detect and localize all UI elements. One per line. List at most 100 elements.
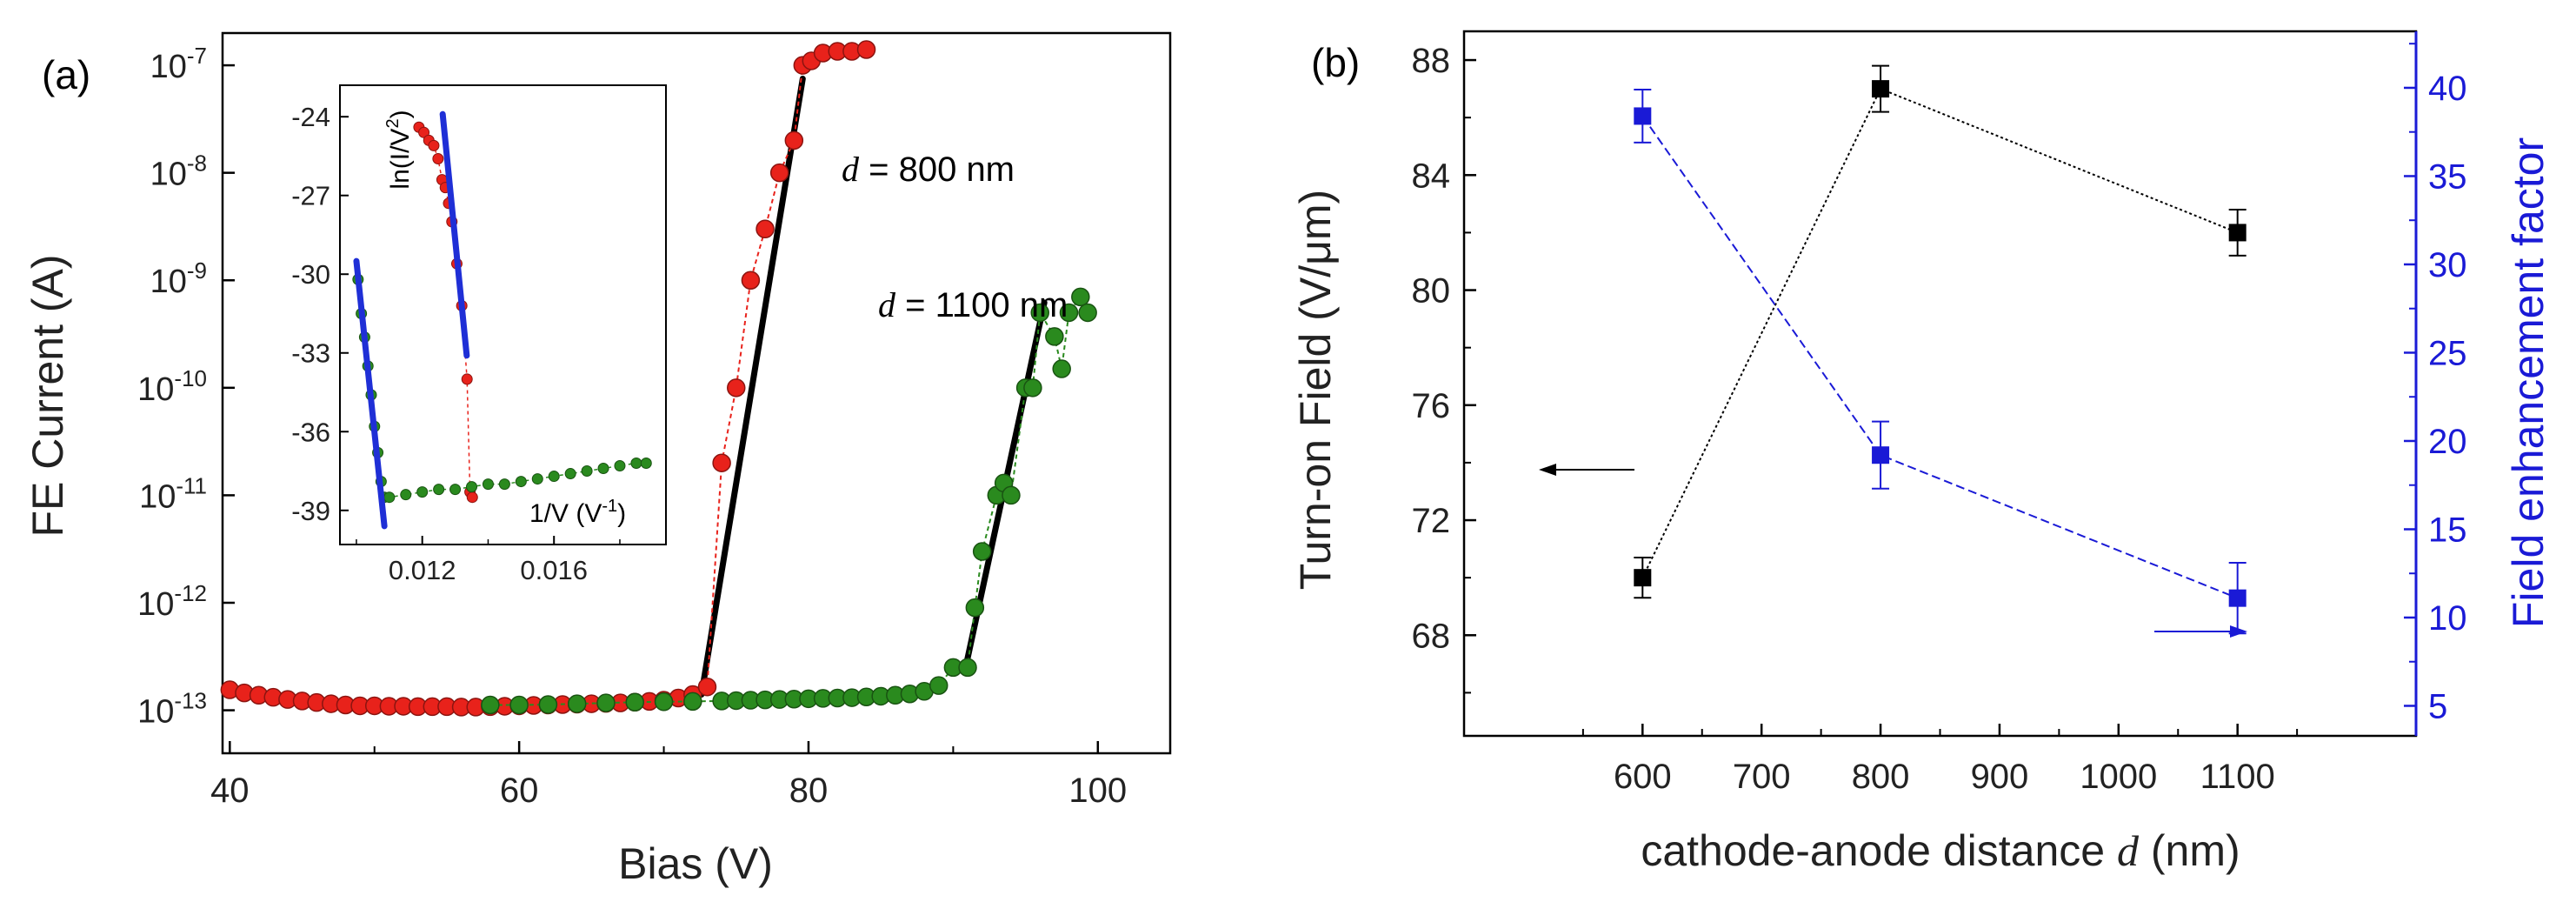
- inset-x-axis-title-main: 1/V (V: [529, 499, 602, 528]
- panel-b-left-tick-label: 76: [1412, 387, 1451, 425]
- panel-a-y-tick-label: 10-13: [137, 688, 207, 731]
- inset-data-point: [531, 473, 543, 485]
- panel-a-data-point: [958, 658, 977, 678]
- panel-a-y-axis-title: FE Current (A): [23, 254, 72, 537]
- panel-a-data-point: [856, 40, 876, 59]
- inset-data-point: [614, 459, 626, 471]
- panel-b-right-tick-label: 20: [2428, 423, 2467, 461]
- panel-a-data-point: [929, 676, 949, 695]
- panel-b-data-point: [2228, 224, 2247, 242]
- inset-data-point: [432, 152, 444, 164]
- panel-a-y-tick-exponent: -11: [176, 472, 207, 498]
- panel-a-data-point: [965, 598, 985, 618]
- panel-b-label: (b): [1311, 40, 1360, 85]
- panel-b-x-tick-label: 900: [1971, 758, 2029, 796]
- panel-a-data-point: [1045, 327, 1064, 346]
- inset-x-axis-title: 1/V (V-1): [529, 497, 626, 528]
- panel-a-x-axis-title: Bias (V): [618, 839, 773, 888]
- inset-series: [352, 110, 652, 530]
- inset-data-point: [581, 465, 593, 478]
- panel-a-fit-line: [698, 76, 806, 698]
- inset-y-tick-label: -27: [291, 181, 330, 211]
- panel-a-data-point: [769, 163, 789, 183]
- panel-b-data-point: [2228, 589, 2247, 607]
- inset-data-point: [383, 491, 396, 504]
- panel-a-y-tick-base: 10: [137, 371, 174, 408]
- panel-b-data-point: [1872, 80, 1890, 98]
- panel-b-x-tick-label: 600: [1614, 758, 1672, 796]
- inset-y-tick-label: -36: [291, 417, 330, 447]
- panel-b-x-ticks: 600 700 800 900 1000 1100: [1581, 724, 2299, 796]
- panel-a-data-point: [683, 692, 702, 712]
- panel-b-right-tick-label: 40: [2428, 70, 2467, 108]
- annotation-1100nm-d: d: [878, 285, 896, 324]
- panel-b-series: [1634, 64, 2247, 635]
- panel-a-y-tick-label: 10-12: [137, 580, 207, 623]
- panel-a-x-tick-label: 40: [210, 772, 250, 810]
- panel-b-data-point: [1634, 569, 1652, 587]
- panel-b-right-tick-label: 10: [2428, 599, 2467, 638]
- inset-data-point: [466, 491, 478, 504]
- inset-data-point: [449, 484, 462, 496]
- panel-b-right-tick-label: 25: [2428, 334, 2467, 372]
- panel-b-x-axis-title-d: d: [2117, 826, 2140, 875]
- panel-a-y-tick-base: 10: [150, 49, 187, 85]
- annotation-1100nm: d = 1100 nm: [878, 285, 1068, 324]
- inset-data-point: [428, 139, 440, 151]
- panel-a-data-point: [1059, 303, 1079, 323]
- inset-fn-plot: 0.012 0.016 -24 -27 -30 -33 -36 -39 ln(I/V2) 1…: [291, 84, 667, 585]
- panel-a-y-tick-base: 10: [139, 478, 176, 515]
- annotation-800nm-text: = 800 nm: [859, 150, 1015, 189]
- annotation-800nm-d: d: [842, 150, 860, 189]
- panel-a-y-tick-label: 10-7: [150, 43, 207, 85]
- inset-data-point: [482, 478, 494, 491]
- panel-b-right-tick-label: 5: [2428, 687, 2447, 725]
- inset-x-tick-label: 0.016: [520, 555, 588, 585]
- inset-data-point: [630, 457, 642, 469]
- panel-b-left-tick-label: 84: [1412, 157, 1451, 195]
- panel-a-series: [220, 40, 1097, 717]
- panel-b-turn-on-field-chart: (b) 600 700 800 900 1000 1100 68 72 76 80 84 88 5 1…: [1291, 30, 2553, 875]
- panel-a-y-tick-base: 10: [150, 157, 187, 193]
- panel-a-data-point: [509, 695, 529, 715]
- panel-a-x-tick-label: 80: [789, 772, 829, 810]
- inset-y-tick-label: -39: [291, 496, 330, 526]
- inset-x-tick-label: 0.012: [389, 555, 456, 585]
- panel-b-right-tick-label: 30: [2428, 246, 2467, 284]
- panel-b-x-tick-label: 1100: [2200, 758, 2275, 796]
- panel-b-right-y-ticks: 5 10 15 20 25 30 35 40: [2404, 43, 2467, 725]
- panel-a-data-point: [654, 692, 674, 712]
- panel-a-y-tick-exponent: -10: [174, 365, 207, 391]
- panel-b-series-line: [1641, 115, 2239, 599]
- inset-data-point: [564, 468, 576, 480]
- panel-a-data-point: [755, 219, 775, 239]
- inset-x-axis-title-sup: -1: [602, 497, 617, 516]
- panel-b-left-tick-label: 80: [1412, 272, 1451, 311]
- right-arrow-head: [2230, 625, 2247, 638]
- panel-a-y-tick-exponent: -8: [187, 150, 207, 177]
- inset-x-axis-title-close: ): [617, 499, 626, 528]
- panel-a-y-tick-label: 10-11: [139, 472, 207, 515]
- annotation-1100nm-text: = 1100 nm: [895, 286, 1068, 324]
- panel-a-data-point: [712, 453, 731, 472]
- panel-b-right-axis-title: Field enhancement factor: [2504, 137, 2553, 628]
- panel-a-data-point: [596, 693, 616, 712]
- inset-data-point: [416, 486, 429, 498]
- inset-data-point: [597, 463, 609, 475]
- inset-y-ticks: -24 -27 -30 -33 -36 -39: [291, 102, 349, 526]
- panel-b-data-point: [1634, 107, 1652, 125]
- panel-b-right-tick-label: 15: [2428, 511, 2467, 549]
- inset-plot-frame: [339, 84, 667, 545]
- inset-y-tick-label: -24: [291, 102, 330, 132]
- panel-a-data-point: [567, 694, 587, 713]
- panel-a-data-point: [538, 695, 558, 714]
- inset-y-tick-label: -30: [291, 259, 330, 290]
- panel-a-y-tick-label: 10-10: [137, 365, 207, 408]
- panel-b-x-axis-title: cathode-anode distance d (nm): [1641, 826, 2240, 875]
- panel-a-y-tick-exponent: -12: [174, 580, 207, 606]
- panel-a-data-point: [697, 677, 717, 697]
- panel-b-x-tick-label: 700: [1733, 758, 1791, 796]
- inset-data-point: [515, 476, 527, 488]
- inset-y-axis-title: ln(I/V2): [383, 110, 415, 189]
